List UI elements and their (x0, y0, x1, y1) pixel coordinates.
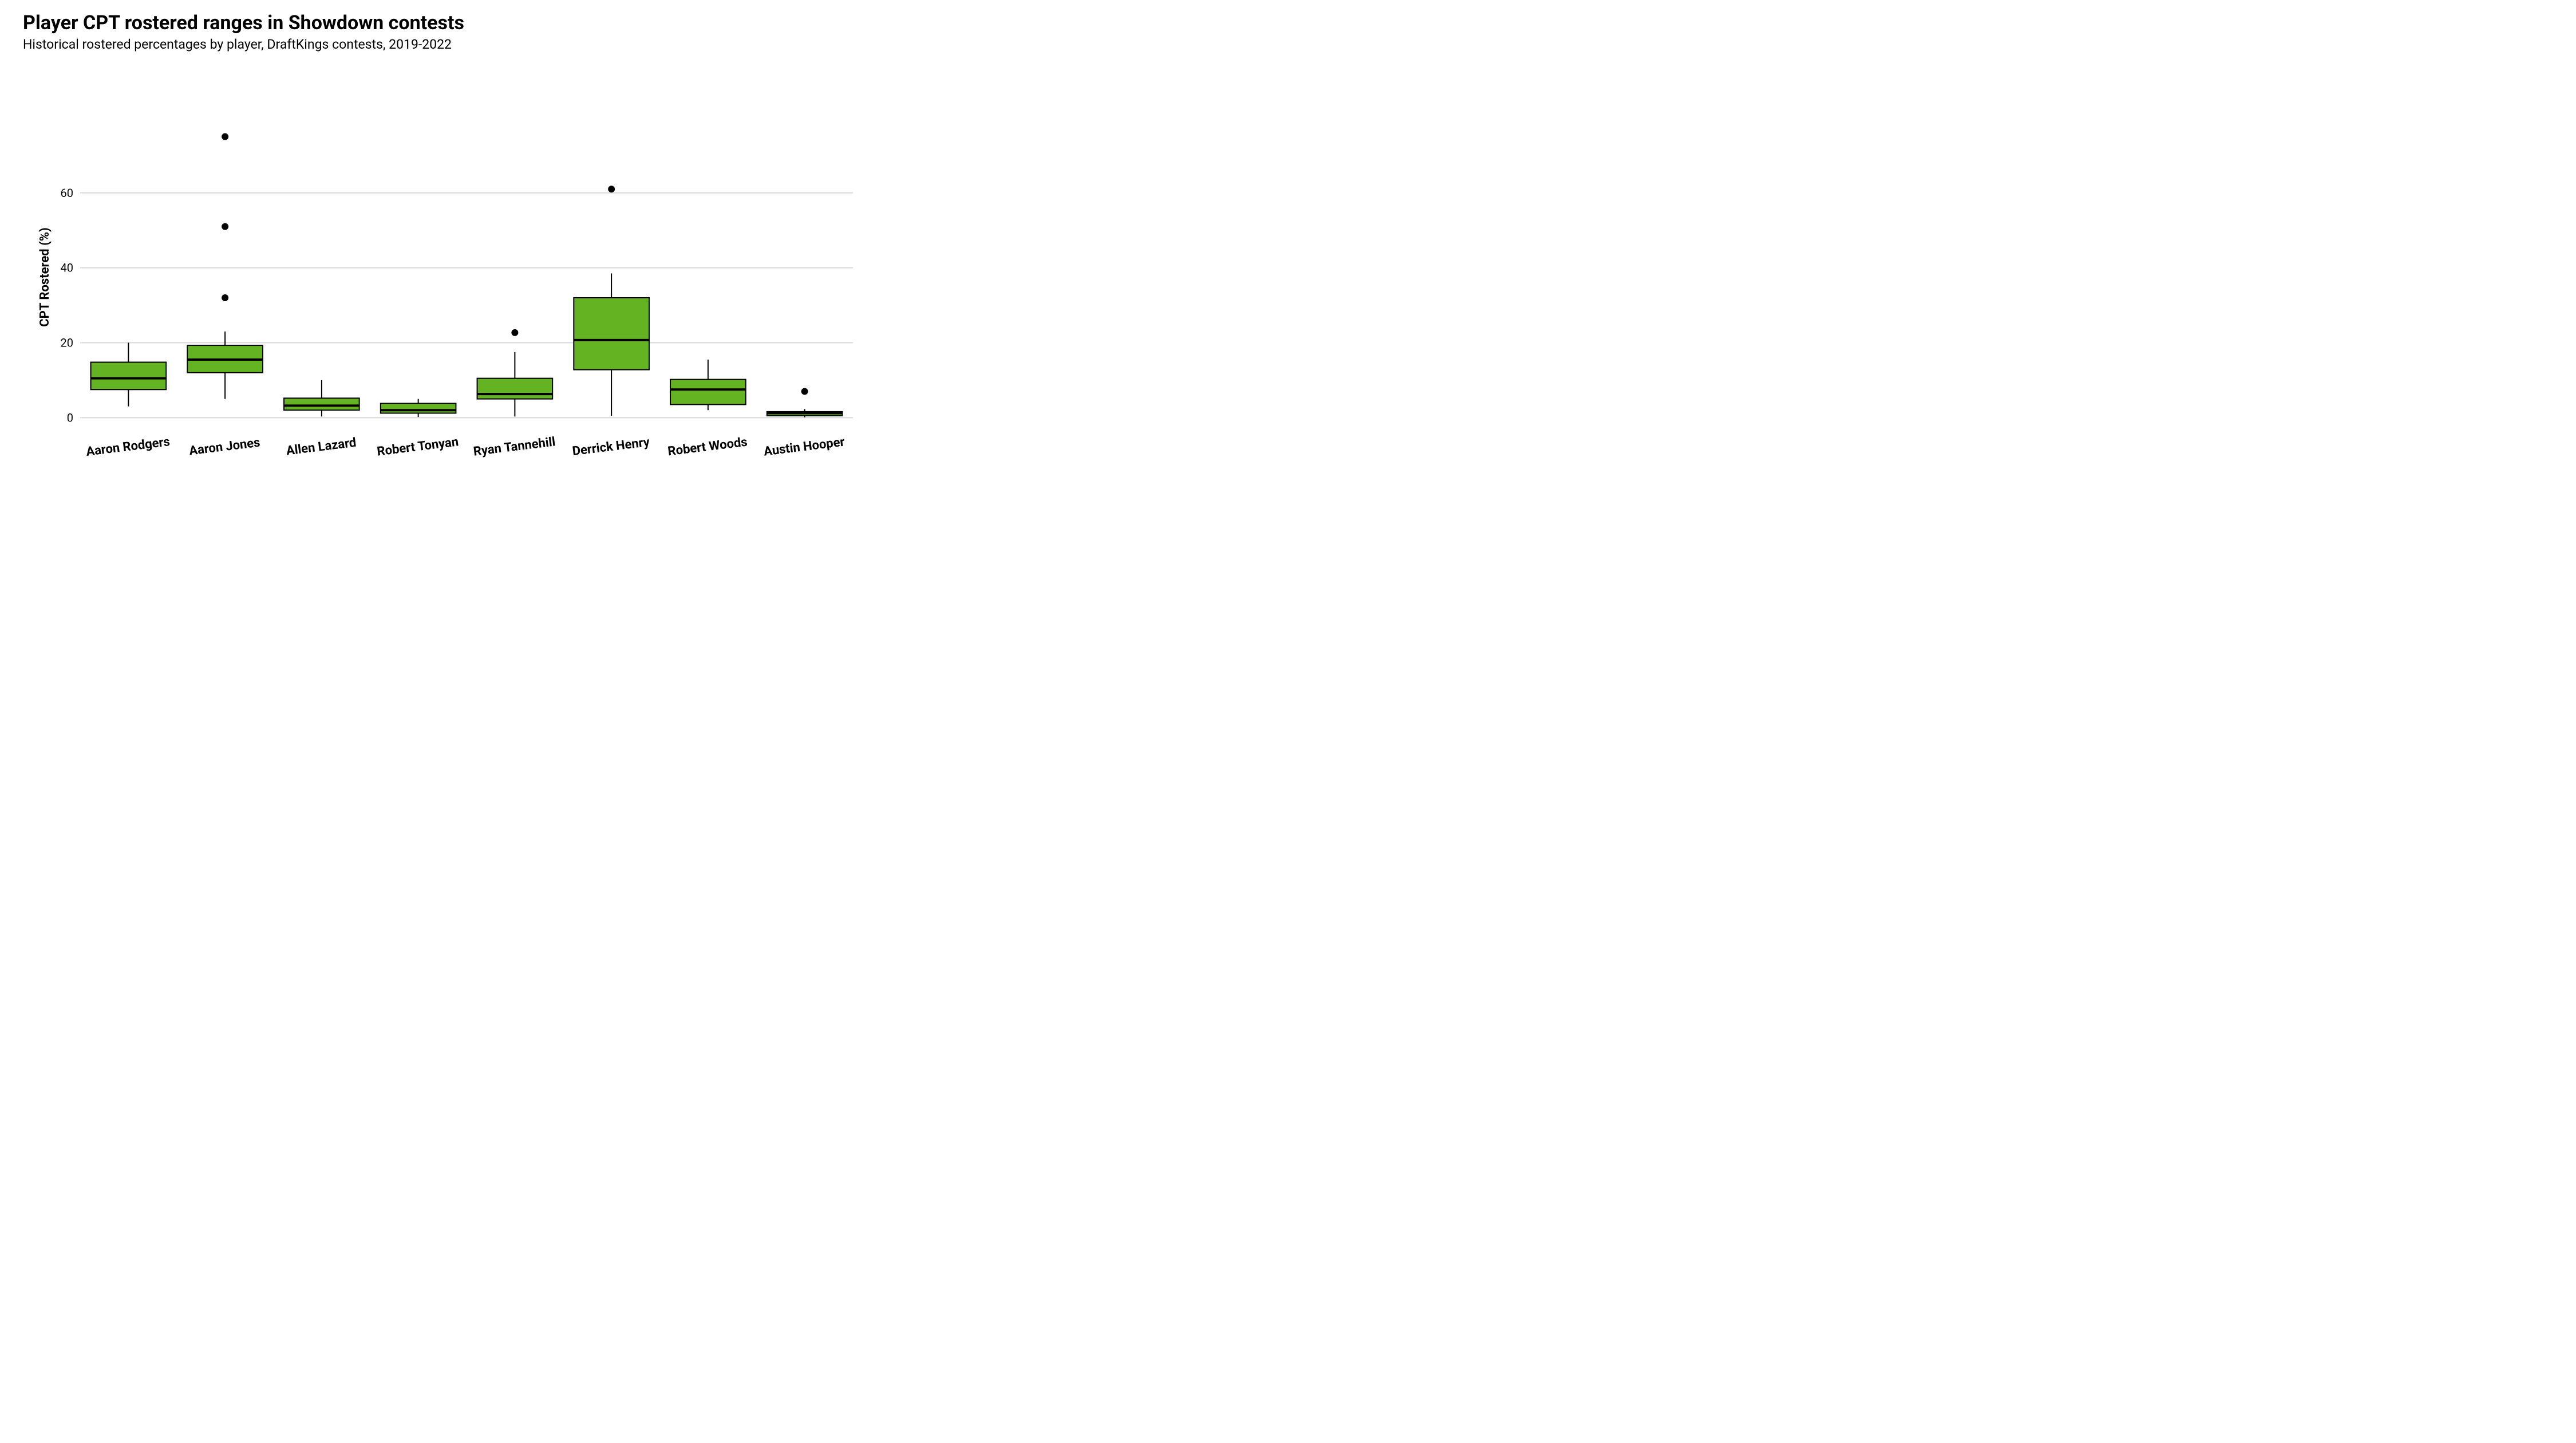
box (477, 379, 553, 399)
box (91, 362, 167, 390)
x-tick-label: Robert Woods (667, 435, 748, 459)
x-tick-label: Allen Lazard (286, 436, 357, 459)
box (284, 398, 359, 410)
chart-title: Player CPT rostered ranges in Showdown c… (23, 11, 841, 34)
outlier-point (801, 388, 808, 395)
box (381, 404, 456, 413)
x-tick-label: Austin Hooper (763, 435, 846, 459)
box (670, 380, 746, 405)
x-tick-label: Aaron Rodgers (85, 435, 171, 459)
y-axis-label: CPT Rostered (%) (38, 227, 52, 327)
y-tick-label: 0 (67, 411, 73, 424)
x-tick-label: Aaron Jones (188, 436, 261, 459)
x-tick-label: Robert Tonyan (376, 435, 459, 459)
chart-container: Player CPT rostered ranges in Showdown c… (0, 0, 859, 481)
outlier-point (608, 186, 615, 192)
outlier-point (511, 329, 518, 336)
boxplot-svg: 0 20 40 60 CPT Rostered (%) Aaron Rodgers Aaro… (23, 57, 859, 480)
y-tick-label: 20 (61, 336, 73, 350)
chart-subtitle: Historical rostered percentages by playe… (23, 37, 841, 52)
x-tick-label: Ryan Tannehill (473, 435, 556, 459)
y-tick-label: 40 (61, 261, 73, 275)
outlier-point (222, 294, 228, 301)
y-tick-label: 60 (61, 186, 73, 200)
x-tick-label: Derrick Henry (571, 435, 651, 459)
box (574, 298, 649, 370)
outlier-point (222, 223, 228, 230)
outlier-point (222, 133, 228, 140)
